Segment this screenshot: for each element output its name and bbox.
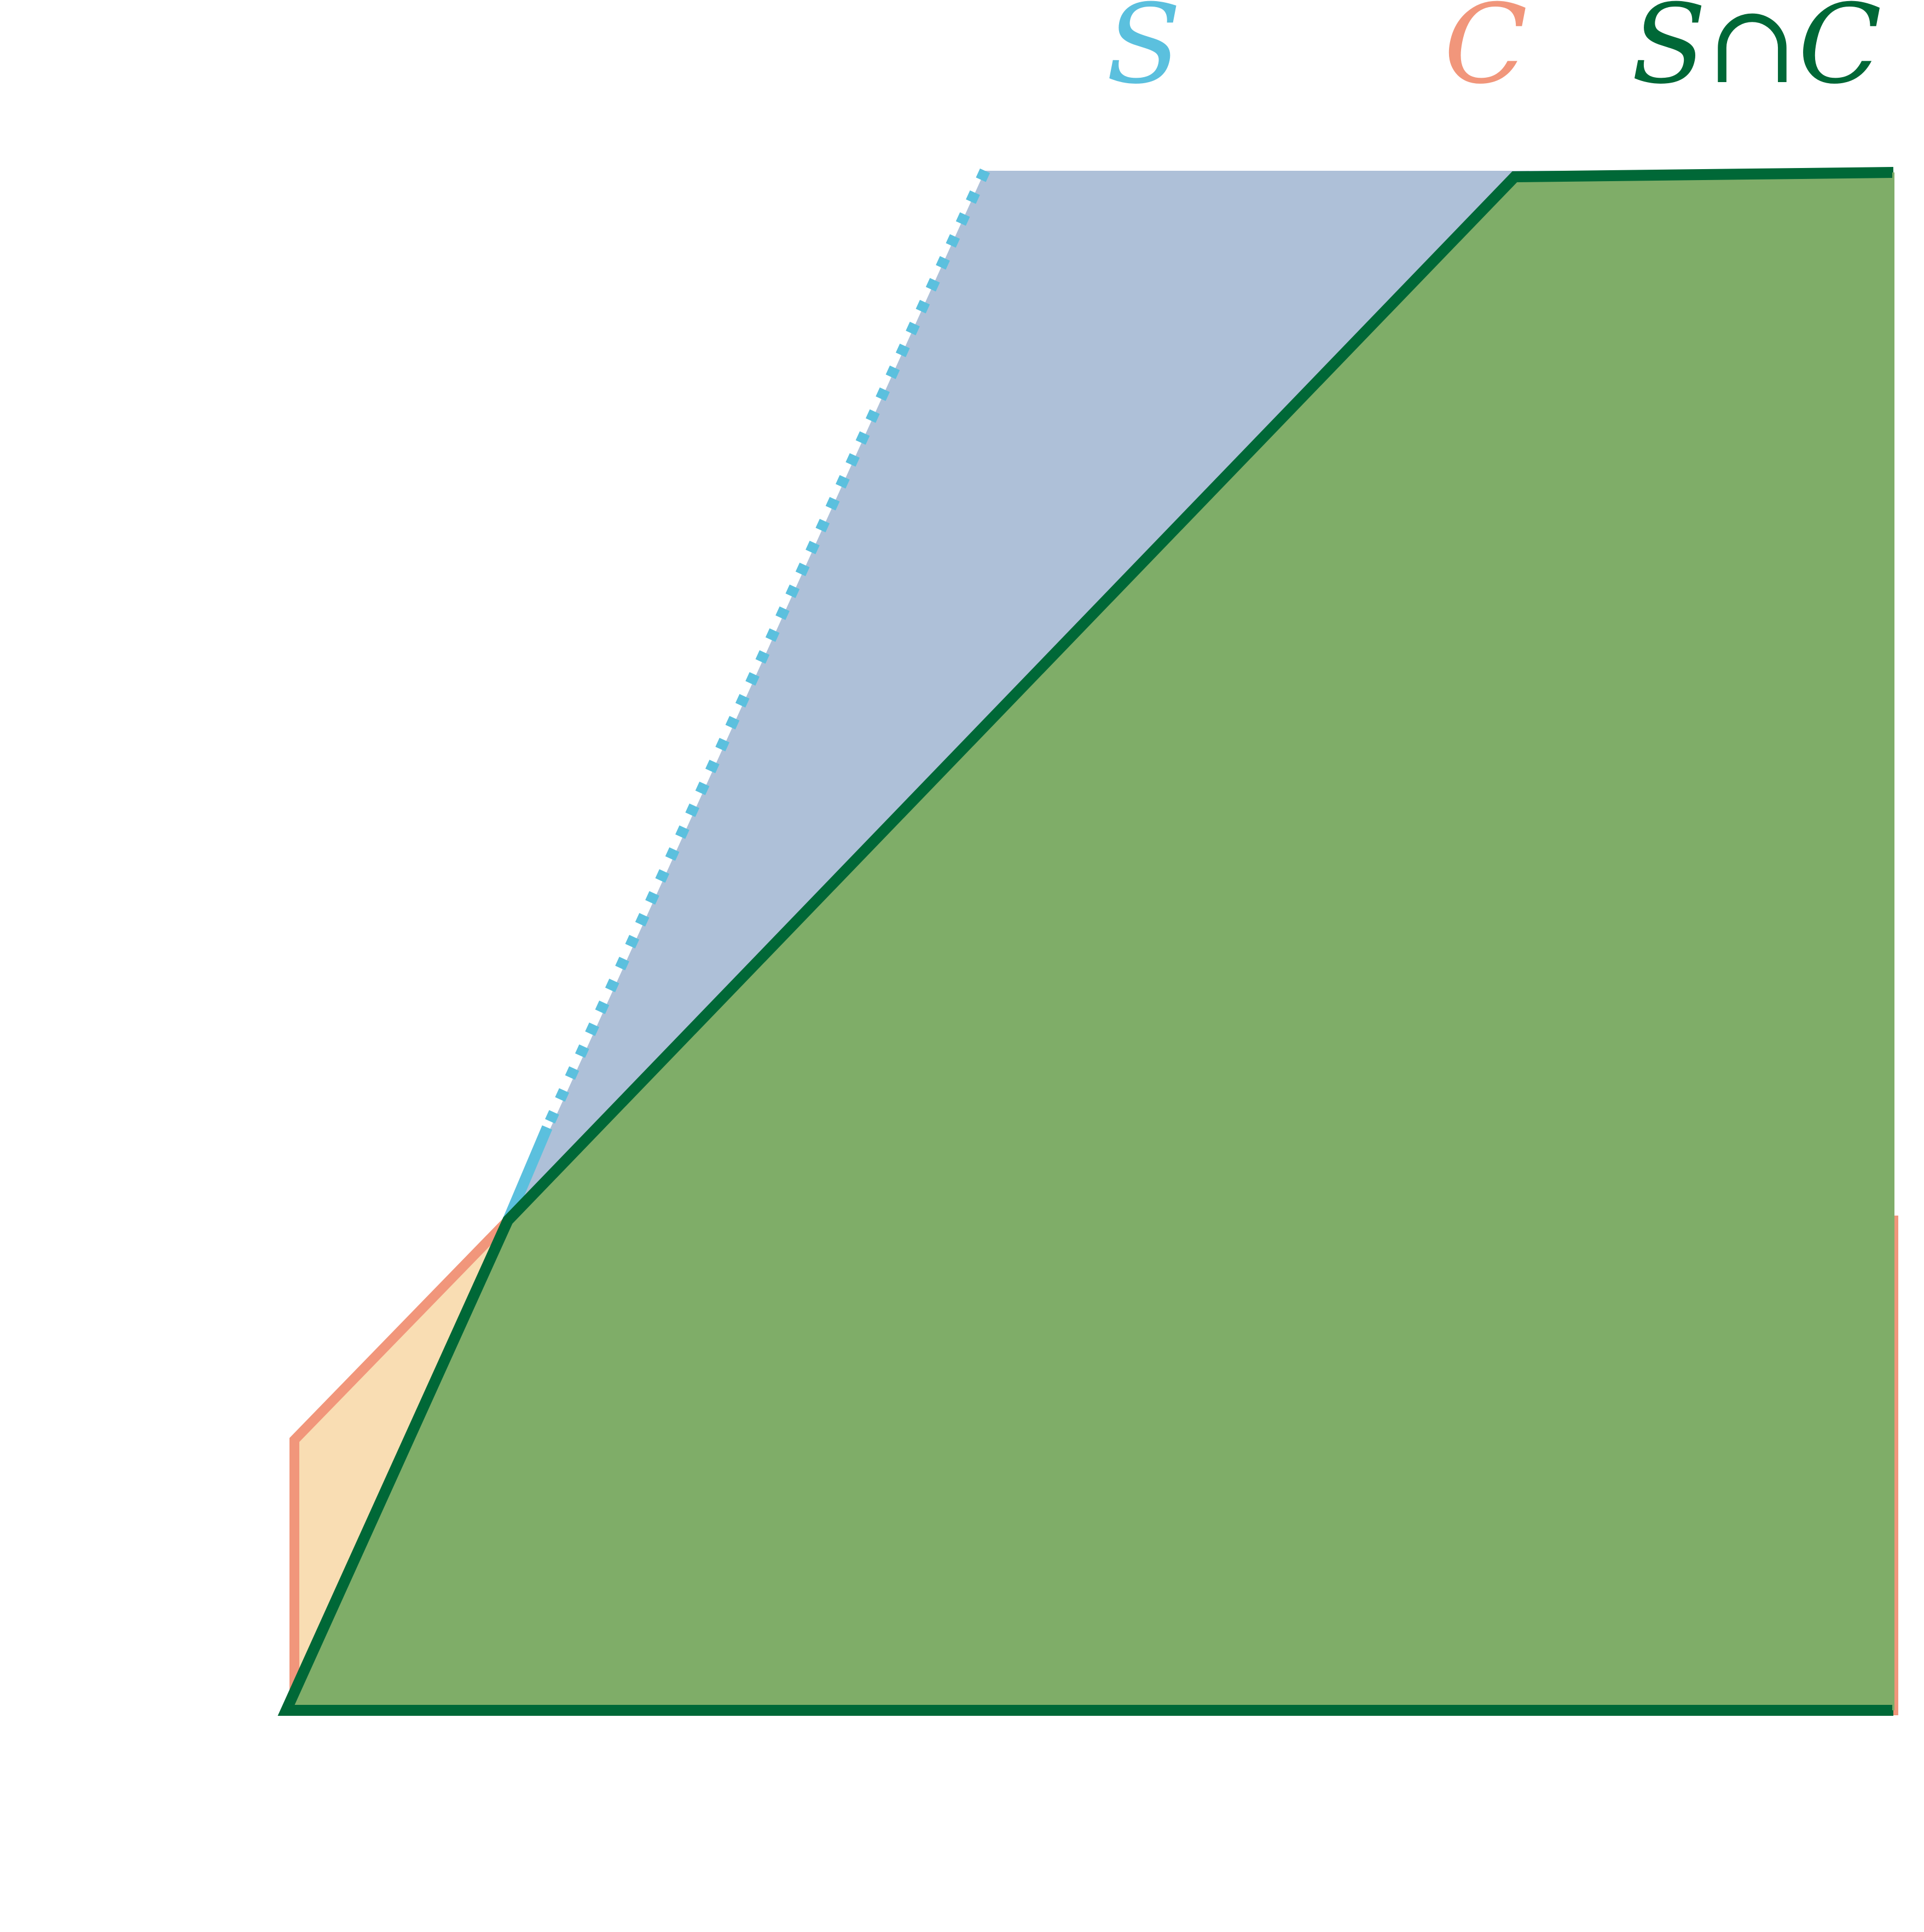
set-s-solid-edge	[502, 1125, 553, 1223]
intersection-outline	[277, 167, 1894, 1716]
intersection-region	[286, 172, 1893, 1710]
legend-label-c: C	[1444, 0, 1527, 108]
legend-label-intersection: S∩C	[1631, 0, 1882, 108]
legend-label-s: S	[1106, 0, 1181, 108]
set-s-dashed-edge	[542, 168, 990, 1130]
